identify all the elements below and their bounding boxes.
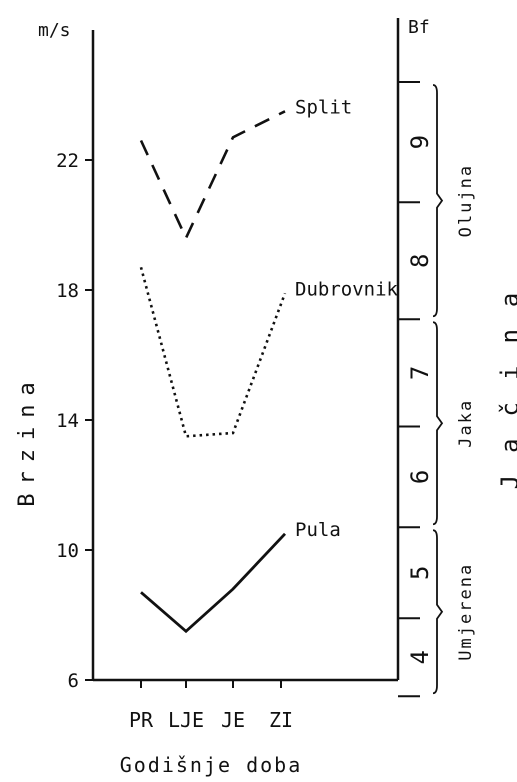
bf-class-brace xyxy=(432,84,444,318)
right-axis-title: Jačina xyxy=(496,271,517,490)
bf-class-label: Jaka xyxy=(456,399,476,448)
series-line-split xyxy=(139,110,286,242)
y-tick-label: 14 xyxy=(56,410,79,432)
bf-class-label: Olujna xyxy=(456,164,476,237)
x-axis-title: Godišnje doba xyxy=(120,753,303,777)
x-ticks: PR LJE JE ZI xyxy=(129,680,293,732)
bf-level-label: 5 xyxy=(406,566,434,580)
series-label: Split xyxy=(295,96,352,118)
x-tick-label: JE xyxy=(221,708,245,732)
right-unit-label: Bf xyxy=(408,17,430,38)
bf-class-label: Umjerena xyxy=(456,563,476,661)
x-tick-label: PR xyxy=(129,708,154,732)
bf-level-label: 8 xyxy=(406,254,434,268)
x-tick-label: ZI xyxy=(269,708,293,732)
series-lines: Split Dubrovnik Pula xyxy=(139,96,399,634)
series-line-pula xyxy=(140,532,287,634)
bf-level-label: 7 xyxy=(406,366,434,380)
series-label: Dubrovnik xyxy=(295,278,399,300)
bf-level-label: 9 xyxy=(406,135,434,149)
beaufort-scale: 4 5 6 7 8 9 Umjerena Jaka Olujna xyxy=(398,81,476,698)
y-tick-label: 6 xyxy=(68,670,79,692)
bf-class-brace xyxy=(432,321,444,526)
bf-class-brace xyxy=(432,529,444,695)
y-axis-title: Brzina xyxy=(15,373,40,506)
y-tick-label: 22 xyxy=(56,150,79,172)
bf-level-label: 4 xyxy=(406,650,434,664)
series-label: Pula xyxy=(295,519,341,541)
y-tick-label: 10 xyxy=(56,540,79,562)
axes xyxy=(91,18,400,682)
y-ticks: 6 10 14 18 22 xyxy=(56,150,93,692)
series-line-dubrovnik xyxy=(139,266,287,438)
y-tick-label: 18 xyxy=(56,280,79,302)
bf-level-label: 6 xyxy=(406,470,434,484)
x-tick-label: LJE xyxy=(168,708,204,732)
y-unit-label: m/s xyxy=(38,20,71,41)
